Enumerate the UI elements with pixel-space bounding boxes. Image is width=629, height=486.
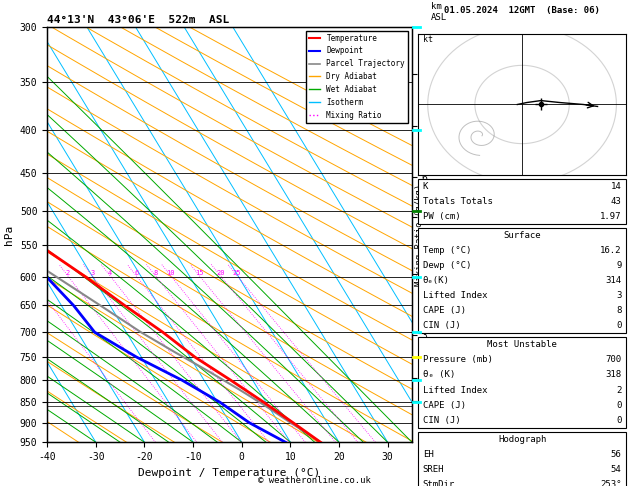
Text: 3: 3 — [90, 270, 94, 276]
Text: 6: 6 — [134, 270, 138, 276]
Text: 4: 4 — [108, 270, 112, 276]
Text: 54: 54 — [611, 465, 621, 474]
Text: 43: 43 — [611, 197, 621, 206]
Text: LCL: LCL — [418, 59, 433, 68]
Text: Hodograph: Hodograph — [498, 434, 546, 444]
Text: Lifted Index: Lifted Index — [423, 385, 487, 395]
Text: 2: 2 — [65, 270, 70, 276]
Text: CIN (J): CIN (J) — [423, 416, 460, 425]
Text: 0: 0 — [616, 321, 621, 330]
Legend: Temperature, Dewpoint, Parcel Trajectory, Dry Adiabat, Wet Adiabat, Isotherm, Mi: Temperature, Dewpoint, Parcel Trajectory… — [306, 31, 408, 122]
Text: SREH: SREH — [423, 465, 444, 474]
Text: 0: 0 — [616, 400, 621, 410]
Text: 25: 25 — [233, 270, 242, 276]
Text: 20: 20 — [216, 270, 225, 276]
Text: 3: 3 — [616, 291, 621, 300]
Text: 0: 0 — [616, 416, 621, 425]
X-axis label: Dewpoint / Temperature (°C): Dewpoint / Temperature (°C) — [138, 468, 321, 478]
Text: 318: 318 — [605, 370, 621, 380]
Text: θₑ (K): θₑ (K) — [423, 370, 455, 380]
Text: CAPE (J): CAPE (J) — [423, 306, 465, 315]
Text: 8: 8 — [153, 270, 158, 276]
Text: 8: 8 — [616, 306, 621, 315]
Text: kt: kt — [423, 35, 433, 44]
Text: km
ASL: km ASL — [431, 2, 447, 22]
Y-axis label: hPa: hPa — [4, 225, 14, 244]
Text: 314: 314 — [605, 276, 621, 285]
Text: Totals Totals: Totals Totals — [423, 197, 493, 206]
Text: 2: 2 — [616, 385, 621, 395]
Text: 253°: 253° — [600, 480, 621, 486]
Text: 44°13'N  43°06'E  522m  ASL: 44°13'N 43°06'E 522m ASL — [47, 15, 230, 25]
Text: Temp (°C): Temp (°C) — [423, 246, 471, 255]
Text: Pressure (mb): Pressure (mb) — [423, 355, 493, 364]
Text: 9: 9 — [616, 261, 621, 270]
Text: PW (cm): PW (cm) — [423, 212, 460, 221]
Text: K: K — [423, 182, 428, 191]
Text: Dewp (°C): Dewp (°C) — [423, 261, 471, 270]
Text: θₑ(K): θₑ(K) — [423, 276, 450, 285]
Text: 10: 10 — [167, 270, 175, 276]
Text: EH: EH — [423, 450, 433, 459]
Text: 56: 56 — [611, 450, 621, 459]
Text: Most Unstable: Most Unstable — [487, 340, 557, 349]
Text: 15: 15 — [195, 270, 204, 276]
Text: Surface: Surface — [503, 231, 541, 240]
Text: StmDir: StmDir — [423, 480, 455, 486]
Text: Lifted Index: Lifted Index — [423, 291, 487, 300]
Text: 16.2: 16.2 — [600, 246, 621, 255]
Text: 1.97: 1.97 — [600, 212, 621, 221]
Text: 700: 700 — [605, 355, 621, 364]
Text: 01.05.2024  12GMT  (Base: 06): 01.05.2024 12GMT (Base: 06) — [444, 6, 600, 15]
Text: © weatheronline.co.uk: © weatheronline.co.uk — [258, 476, 371, 485]
Text: CIN (J): CIN (J) — [423, 321, 460, 330]
Text: Mixing Ratio (g/kg): Mixing Ratio (g/kg) — [415, 183, 424, 286]
Text: 14: 14 — [611, 182, 621, 191]
Text: CAPE (J): CAPE (J) — [423, 400, 465, 410]
